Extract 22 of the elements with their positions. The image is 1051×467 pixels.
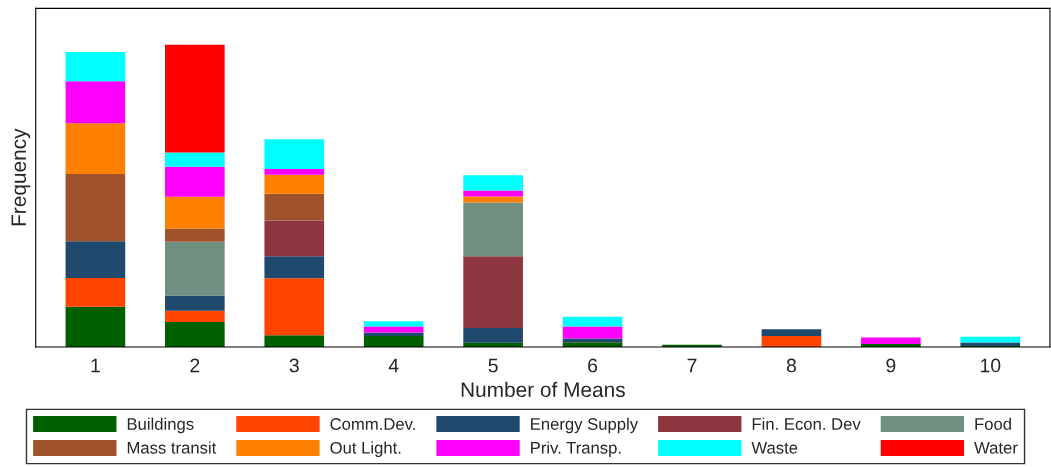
x-tick-label: 4 (388, 358, 399, 373)
legend-label: Comm.Dev. (330, 418, 415, 430)
x-tick-label: 3 (289, 358, 299, 373)
legend-label: Water (974, 442, 1018, 454)
x-tick-label: 10 (980, 358, 1001, 373)
legend-label: Fin. Econ. Dev (752, 417, 861, 430)
legend-label: Out Light. (330, 441, 401, 457)
x-tick-label: 6 (588, 358, 598, 373)
y-axis-title: Frequency (11, 128, 31, 226)
x-tick-label: 5 (488, 358, 498, 373)
x-tick-label: 9 (886, 358, 896, 373)
x-axis-title: Number of Means (461, 381, 625, 398)
legend-label: Buildings (127, 417, 194, 434)
x-tick-label: 7 (687, 358, 697, 373)
legend-label: Energy Supply (531, 417, 639, 434)
legend-label: Priv. Transp. (531, 441, 621, 457)
legend-label: Mass transit (127, 441, 217, 454)
x-tick-label: 2 (190, 358, 200, 373)
legend-label: Food (975, 417, 1011, 430)
legend-label: Waste (751, 442, 798, 454)
x-tick-label: 8 (786, 358, 796, 373)
x-tick-label: 1 (91, 358, 100, 373)
